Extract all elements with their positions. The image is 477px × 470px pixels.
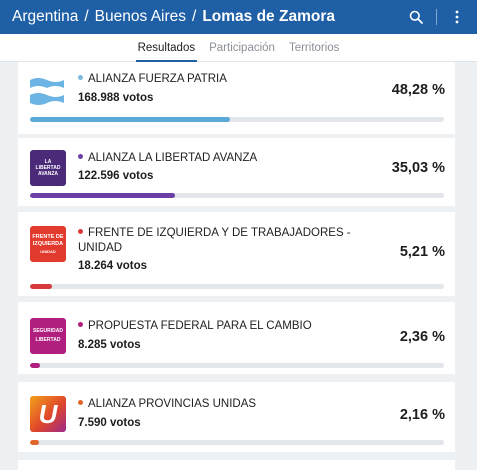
vote-share-bar [30,363,444,368]
party-votes: 7.590 votos [78,417,141,429]
vote-share-bar [30,440,444,445]
vote-share-fill [30,193,176,198]
party-percent: 2,16 % [399,407,445,423]
breadcrumb-country[interactable]: Argentina [12,8,79,25]
party-card[interactable]: SEGURIDAD LIBERTAD PROPUESTA FEDERAL PAR… [18,302,455,374]
party-votes: 168.988 votos [78,92,154,104]
tab-territorios[interactable]: Territorios [288,41,340,54]
party-card[interactable]: FRENTE DE IZQUIERDA UNIDAD FRENTE DE IZQ… [18,212,455,296]
party-name: PROPUESTA FEDERAL PARA EL CAMBIO [78,319,358,334]
seguridad-libertad-logo: SEGURIDAD LIBERTAD [30,318,66,354]
toolbar-divider [436,9,437,25]
tab-resultados[interactable]: Resultados [135,38,197,62]
party-percent: 5,21 % [399,244,445,260]
party-color-dot [78,229,83,235]
breadcrumb-district: Lomas de Zamora [202,8,335,25]
party-color-dot [78,75,83,81]
provincias-unidas-logo: U [30,396,66,432]
party-votes: 8.285 votos [78,339,141,351]
breadcrumb-separator: / [192,8,197,25]
frente-izquierda-logo: FRENTE DE IZQUIERDA UNIDAD [30,226,66,262]
vote-share-bar [30,193,444,198]
party-card[interactable]: ALIANZA FUERZA PATRIA 168.988 votos 48,2… [18,62,455,134]
party-color-dot [78,400,83,406]
breadcrumb-province[interactable]: Buenos Aires [94,8,187,25]
party-percent: 2,36 % [399,329,445,345]
party-card[interactable] [18,460,455,470]
party-name: ALIANZA FUERZA PATRIA [78,72,358,87]
vote-share-bar [30,117,444,122]
party-name: ALIANZA PROVINCIAS UNIDAS [78,397,358,412]
party-votes: 18.264 votos [78,260,148,272]
breadcrumb: Argentina / Buenos Aires / Lomas de Zamo… [12,8,335,26]
libertad-avanza-logo: LA LIBERTAD AVANZA [30,150,66,186]
tab-bar: Resultados Participación Territorios [0,34,477,62]
party-percent: 48,28 % [391,82,445,98]
tab-participacion[interactable]: Participación [209,41,275,54]
header-bar: Argentina / Buenos Aires / Lomas de Zamo… [0,0,477,34]
kebab-menu-icon[interactable] [449,9,465,25]
party-percent: 35,03 % [391,160,445,176]
vote-share-fill [30,440,39,445]
vote-share-fill [30,117,230,122]
party-name: FRENTE DE IZQUIERDA Y DE TRABAJADORES - … [78,227,351,254]
vote-share-fill [30,284,52,289]
vote-share-bar [30,284,444,289]
party-card[interactable]: LA LIBERTAD AVANZA ALIANZA LA LIBERTAD A… [18,138,455,206]
search-icon[interactable] [408,9,424,25]
party-color-dot [78,154,83,160]
breadcrumb-separator: / [84,8,89,25]
party-votes: 122.596 votos [78,170,154,182]
party-card[interactable]: U ALIANZA PROVINCIAS UNIDAS 7.590 votos … [18,382,455,452]
vote-share-fill [30,363,40,368]
party-name: ALIANZA LA LIBERTAD AVANZA [78,151,358,166]
argentine-flag-logo [30,74,64,108]
party-color-dot [78,322,83,328]
